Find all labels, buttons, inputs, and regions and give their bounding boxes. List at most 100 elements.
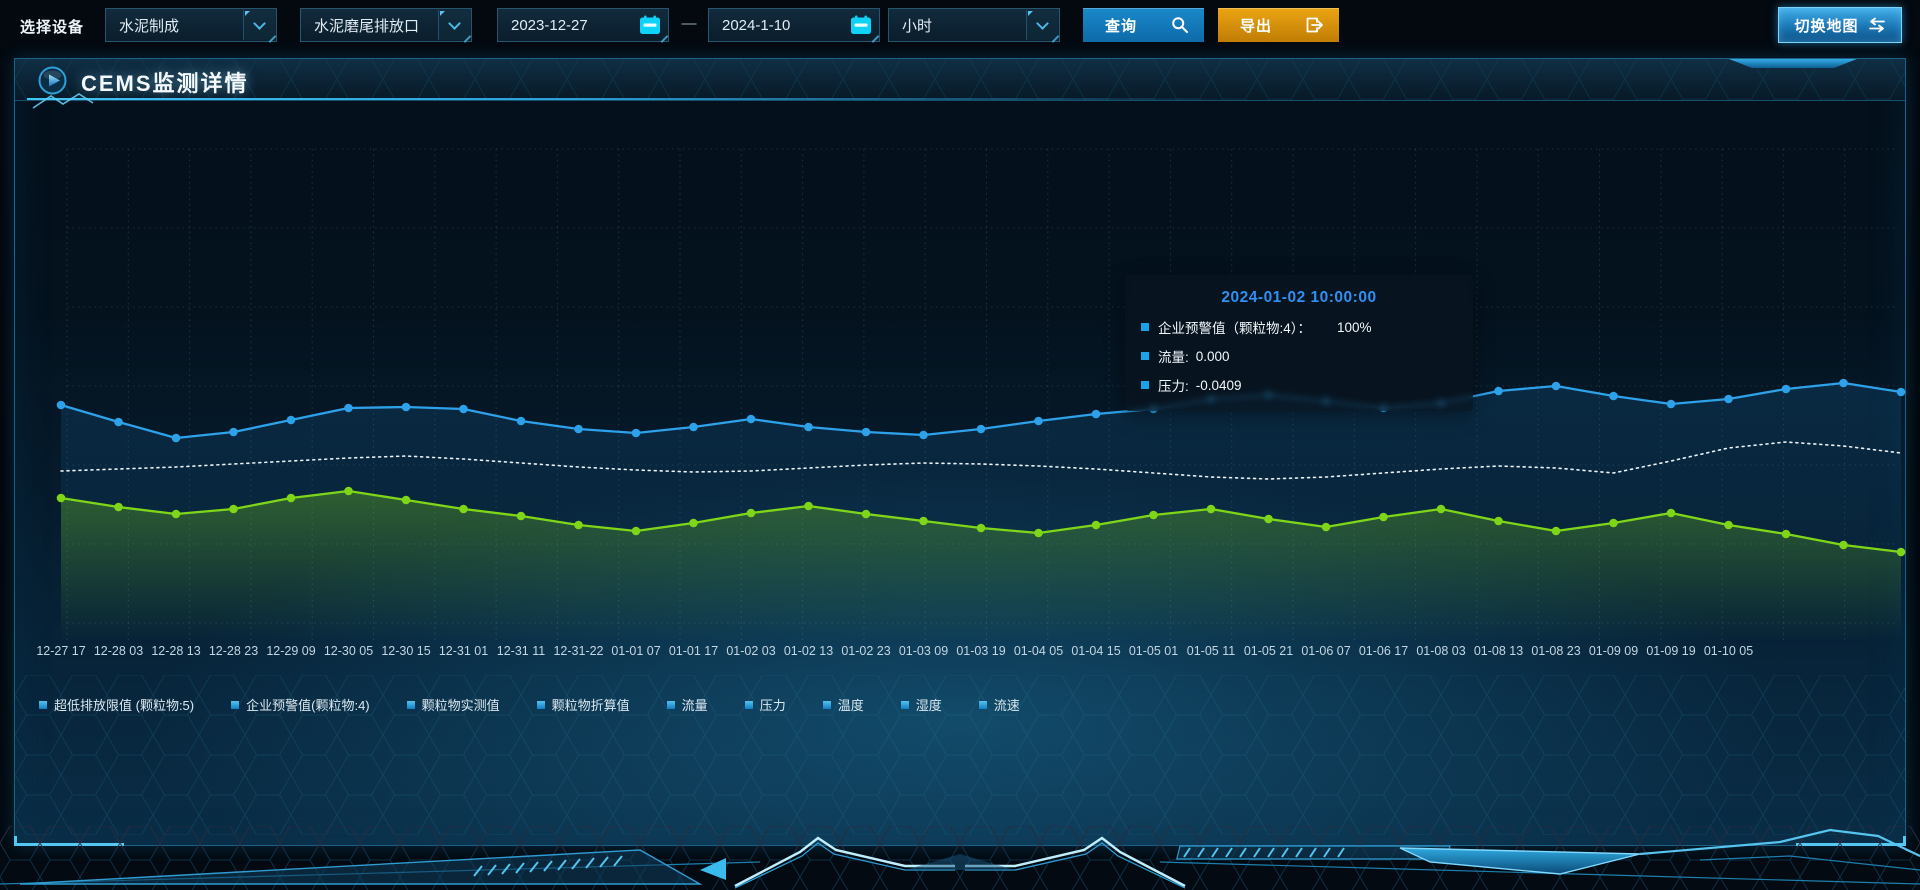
blue-solid-line-point[interactable] (459, 404, 468, 414)
x-axis-label: 12-31-22 (553, 644, 603, 658)
blue-solid-line-point[interactable] (229, 427, 238, 437)
blue-solid-line-point[interactable] (1724, 394, 1733, 404)
tooltip-label: 流量: (1158, 350, 1189, 365)
green-solid-line-point[interactable] (861, 509, 871, 519)
x-axis-label: 12-30 05 (324, 644, 373, 658)
green-solid-line-point[interactable] (1149, 510, 1158, 520)
green-solid-line-point[interactable] (919, 516, 928, 526)
green-solid-line-point[interactable] (56, 493, 66, 503)
tooltip-value: -0.0409 (1195, 377, 1242, 393)
blue-solid-line-point[interactable] (1494, 386, 1503, 396)
blue-solid-line-point[interactable] (746, 414, 756, 424)
blue-solid-line-point[interactable] (631, 428, 641, 438)
calendar-icon[interactable] (635, 12, 665, 38)
green-solid-line-point[interactable] (689, 518, 698, 528)
legend-item[interactable]: 流速 (978, 695, 1020, 714)
legend-marker (666, 700, 675, 709)
blue-solid-line-point[interactable] (1609, 391, 1618, 401)
blue-solid-line-point[interactable] (976, 424, 986, 434)
blue-solid-line-point[interactable] (56, 400, 66, 410)
x-axis-label: 01-04 15 (1071, 644, 1120, 658)
blue-solid-line-point[interactable] (1781, 384, 1791, 394)
green-solid-line-point[interactable] (574, 520, 583, 530)
green-solid-line-point[interactable] (1896, 547, 1906, 557)
blue-solid-line-point[interactable] (919, 430, 928, 440)
legend-item[interactable]: 湿度 (900, 695, 942, 714)
green-solid-line-point[interactable] (344, 486, 353, 496)
blue-solid-line-point[interactable] (516, 416, 526, 426)
green-solid-line-point[interactable] (746, 508, 756, 518)
green-solid-line-point[interactable] (1321, 522, 1331, 532)
legend-label: 流量 (681, 698, 708, 713)
x-axis-label: 01-03 19 (956, 644, 1005, 658)
blue-solid-line-point[interactable] (1896, 387, 1906, 397)
blue-solid-line-point[interactable] (1091, 409, 1101, 419)
chevron-down-icon[interactable] (1026, 10, 1058, 40)
green-solid-line-point[interactable] (1781, 529, 1791, 539)
green-solid-line-point[interactable] (459, 504, 468, 514)
query-button[interactable]: 查询 (1083, 8, 1204, 42)
blue-solid-line-point[interactable] (1551, 381, 1561, 391)
green-solid-line-point[interactable] (1724, 520, 1733, 530)
chevron-down-icon[interactable] (438, 10, 470, 40)
green-solid-line-point[interactable] (401, 495, 411, 505)
legend-item[interactable]: 超低排放限值 (颗粒物:5) (39, 695, 194, 714)
legend-item[interactable]: 颗粒物实测值 (406, 695, 500, 714)
green-solid-line-point[interactable] (1034, 528, 1043, 538)
legend-item[interactable]: 流量 (666, 695, 708, 714)
blue-solid-line-point[interactable] (114, 417, 123, 427)
chevron-down-icon[interactable] (243, 10, 275, 40)
blue-solid-line-point[interactable] (1666, 399, 1676, 409)
cems-panel: CEMS监测详情 12-27 17 12-28 03 12-28 13 12-28 2… (14, 58, 1906, 846)
blue-solid-line-point[interactable] (804, 422, 813, 432)
green-solid-line-point[interactable] (1609, 518, 1618, 528)
interval-value: 小时 (902, 17, 933, 35)
tooltip-marker (1141, 381, 1149, 389)
cems-line-chart[interactable]: 12-27 17 12-28 03 12-28 13 12-28 23 12-29 09… (36, 121, 1906, 666)
green-solid-line-point[interactable] (1206, 504, 1216, 514)
green-solid-line-point[interactable] (631, 526, 641, 536)
end-date-input[interactable]: 2024-1-10 (708, 8, 880, 42)
blue-solid-line-point[interactable] (286, 415, 296, 425)
interval-select[interactable]: 小时 (888, 8, 1060, 42)
green-solid-line-point[interactable] (516, 511, 526, 521)
device-type-select[interactable]: 水泥制成 (105, 8, 277, 42)
panel-title: CEMS监测详情 (81, 71, 249, 96)
blue-solid-line-point[interactable] (1034, 416, 1043, 426)
start-date-input[interactable]: 2023-12-27 (497, 8, 669, 42)
green-solid-line-point[interactable] (171, 509, 181, 519)
legend-item[interactable]: 颗粒物折算值 (536, 695, 630, 714)
legend-item[interactable]: 企业预警值(颗粒物:4) (231, 695, 370, 714)
green-solid-line-point[interactable] (1551, 526, 1561, 536)
green-solid-line-point[interactable] (804, 501, 813, 511)
green-solid-line-point[interactable] (1494, 516, 1503, 526)
blue-solid-line-point[interactable] (861, 427, 871, 437)
green-solid-line-point[interactable] (976, 523, 986, 533)
green-solid-line-point[interactable] (1264, 514, 1273, 524)
blue-solid-line-point[interactable] (574, 424, 583, 434)
blue-solid-line-point[interactable] (401, 402, 411, 412)
green-solid-line-point[interactable] (114, 502, 123, 512)
outlet-value: 水泥磨尾排放口 (314, 17, 420, 35)
blue-solid-line-point[interactable] (344, 403, 353, 413)
blue-solid-line-point[interactable] (689, 422, 698, 432)
calendar-icon[interactable] (846, 12, 876, 38)
search-icon (1172, 17, 1188, 33)
hexagon-pattern (15, 59, 1905, 100)
green-solid-line-point[interactable] (1436, 504, 1446, 514)
legend-item[interactable]: 压力 (744, 695, 786, 714)
blue-solid-line-point[interactable] (171, 433, 181, 443)
export-button[interactable]: 导出 (1218, 8, 1339, 42)
green-solid-line-point[interactable] (1839, 540, 1848, 550)
tooltip-marker (1141, 352, 1149, 360)
green-solid-line-point[interactable] (1666, 508, 1676, 518)
blue-solid-line-point[interactable] (1839, 378, 1848, 388)
legend-item[interactable]: 温度 (822, 695, 864, 714)
green-solid-line-point[interactable] (1091, 520, 1101, 530)
tooltip-item: 企业预警值（颗粒物:4）： 100% (1141, 317, 1457, 337)
outlet-select[interactable]: 水泥磨尾排放口 (300, 8, 472, 42)
green-solid-line-point[interactable] (286, 493, 296, 503)
green-solid-line-point[interactable] (229, 504, 238, 514)
switch-map-button[interactable]: 切换地图 (1778, 7, 1902, 43)
green-solid-line-point[interactable] (1379, 512, 1388, 522)
